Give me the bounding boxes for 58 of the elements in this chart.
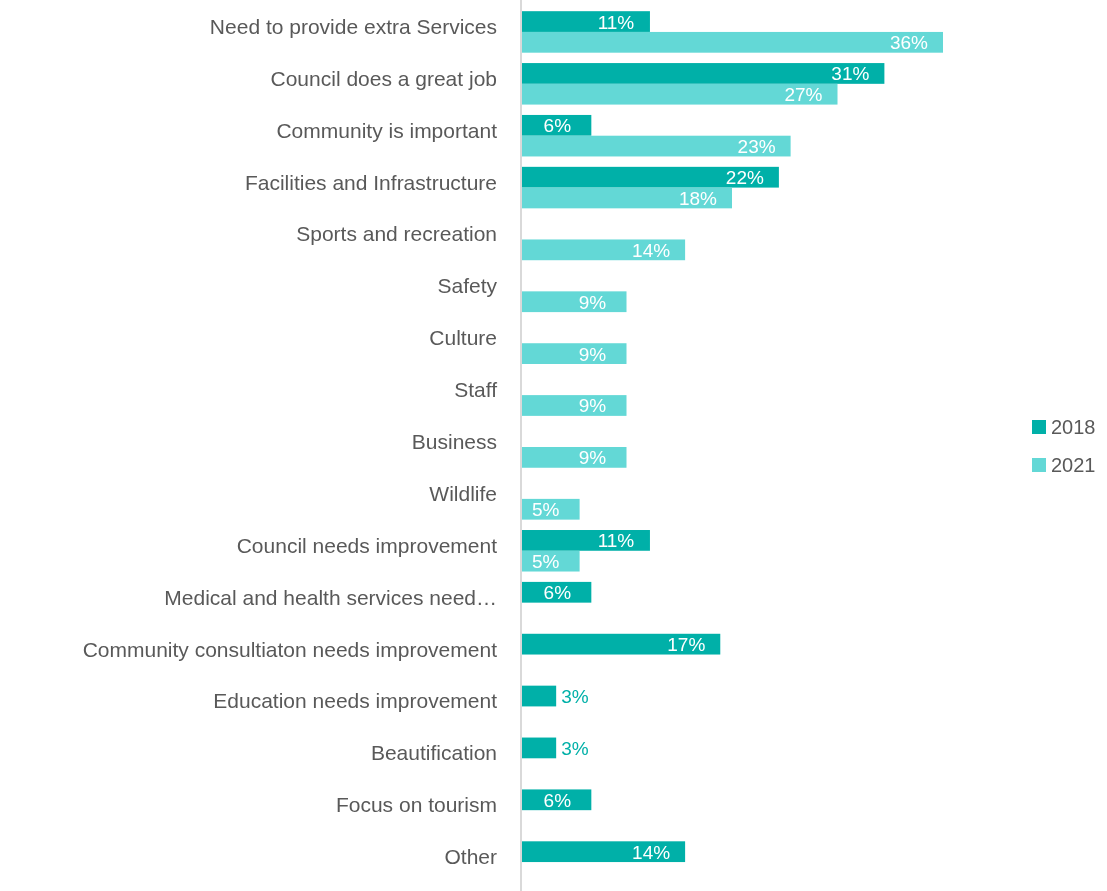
data-label: 9% — [578, 395, 607, 417]
y-tick-label: Community is important — [276, 118, 498, 142]
y-tick-label: Facilities and Infrastructure — [244, 170, 497, 194]
bar — [521, 737, 557, 759]
data-label: 11% — [597, 530, 635, 552]
bar — [521, 530, 650, 551]
data-label: 18% — [678, 187, 718, 209]
data-label: 6% — [543, 789, 572, 811]
bar — [521, 11, 650, 32]
y-tick-label: Focus on tourism — [335, 793, 497, 817]
data-label: 36% — [889, 32, 929, 54]
y-tick-label: Other — [444, 845, 497, 869]
y-tick-label: Safety — [437, 274, 498, 298]
data-label: 9% — [578, 447, 607, 469]
bar — [521, 239, 686, 261]
y-tick-label: Council does a great job — [270, 66, 497, 90]
y-tick-label: Council needs improvement — [236, 533, 498, 557]
legend-label: 2021 — [1051, 454, 1096, 476]
bar — [521, 166, 779, 188]
bar — [521, 31, 943, 53]
data-label: 17% — [667, 634, 706, 656]
bar — [521, 187, 732, 209]
y-tick-label: Wildlife — [429, 481, 497, 505]
data-label: 3% — [561, 737, 589, 759]
data-label: 9% — [578, 343, 607, 365]
y-tick-label: Beautification — [370, 741, 497, 765]
y-tick-label: Sports and recreation — [296, 222, 497, 246]
data-label: 9% — [578, 291, 607, 313]
bar — [521, 83, 838, 105]
data-label: 14% — [632, 841, 671, 863]
y-tick-label: Need to provide extra Services — [209, 14, 497, 38]
data-label: 22% — [725, 167, 765, 189]
data-label: 3% — [561, 686, 589, 708]
data-label: 6% — [543, 582, 572, 604]
y-tick-label: Staff — [454, 378, 498, 402]
y-tick-label: Medical and health services need… — [164, 585, 497, 609]
bar — [521, 343, 627, 364]
data-label: 5% — [531, 551, 560, 573]
y-tick-label: Culture — [429, 326, 497, 350]
legend-label: 2018 — [1051, 416, 1096, 438]
y-tick-label: Community consultiaton needs improvement — [82, 637, 498, 661]
y-tick-label: Business — [411, 430, 497, 453]
data-label: 23% — [737, 136, 776, 158]
bar — [521, 685, 557, 707]
bar — [521, 135, 791, 157]
data-label: 14% — [632, 239, 671, 261]
bar — [521, 395, 627, 416]
data-label: 27% — [784, 84, 823, 106]
data-label: 5% — [531, 499, 560, 521]
data-label: 11% — [597, 11, 635, 33]
bar — [521, 633, 721, 655]
bar — [521, 447, 627, 468]
data-label: 6% — [543, 115, 572, 137]
y-tick-label: Education needs improvement — [213, 689, 498, 713]
bar — [521, 291, 627, 313]
bar — [521, 63, 885, 84]
data-label: 31% — [831, 63, 870, 85]
bar — [521, 841, 686, 863]
